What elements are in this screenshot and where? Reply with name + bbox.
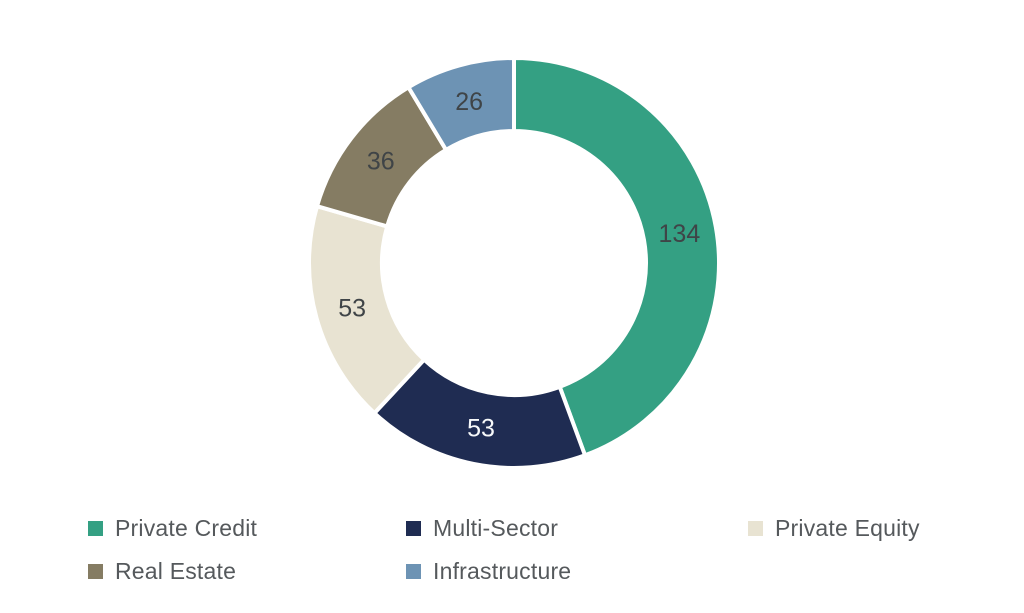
slice-infrastructure	[406, 56, 516, 152]
slice-value-label-multi-sector: 53	[467, 414, 495, 442]
slice-private-credit	[512, 56, 721, 458]
slice-value-label-private-credit: 134	[659, 220, 701, 248]
slice-value-label-infrastructure: 26	[455, 88, 483, 116]
slice-value-label-real-estate: 36	[367, 147, 395, 175]
slice-value-label-private-equity: 53	[338, 295, 366, 323]
